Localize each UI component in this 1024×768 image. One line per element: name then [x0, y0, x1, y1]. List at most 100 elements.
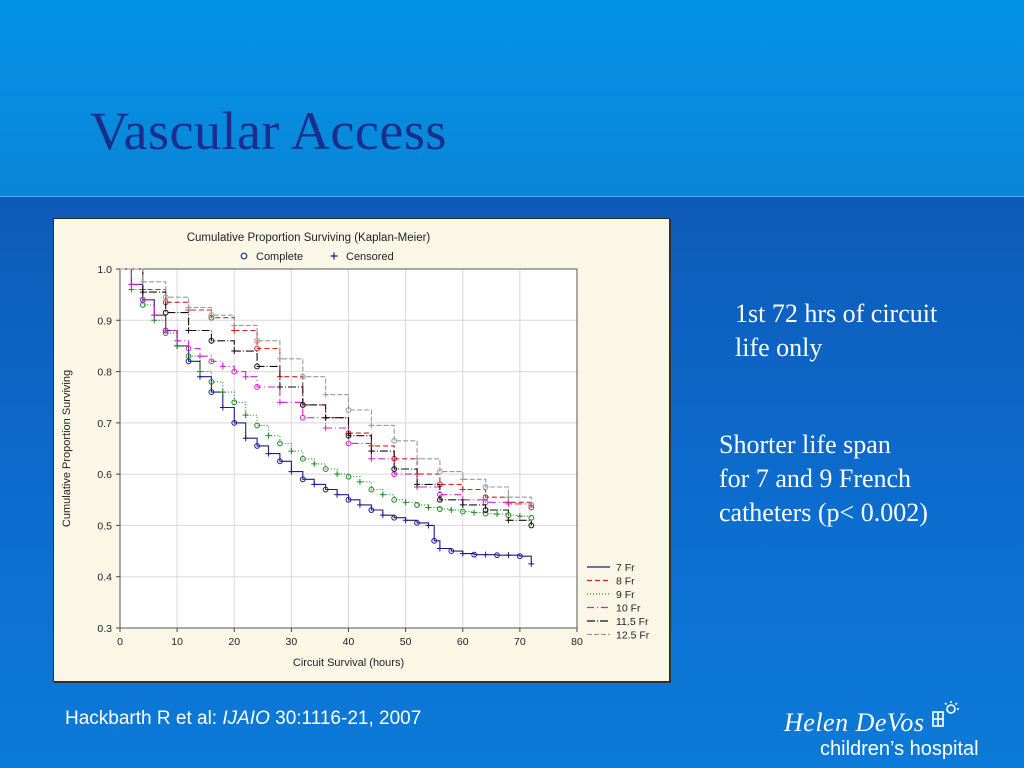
censored-marker: [128, 281, 135, 288]
y-tick-label: 1.0: [97, 264, 112, 276]
y-axis-label: Cumulative Proportion Surviving: [61, 370, 73, 527]
censored-marker: [151, 312, 158, 319]
complete-marker: [299, 476, 306, 483]
legend-label: 12.5 Fr: [616, 630, 650, 642]
censored-marker: [414, 481, 421, 488]
note-circuit-life: 1st 72 hrs of circuit life only: [735, 297, 1015, 365]
y-tick-label: 0.4: [97, 572, 112, 584]
censored-marker: [242, 412, 249, 419]
censored-marker: [482, 551, 489, 558]
complete-marker: [516, 553, 523, 560]
censored-marker: [196, 368, 203, 375]
complete-marker: [471, 551, 478, 558]
logo-line2: children’s hospital: [820, 738, 979, 760]
censored-marker: [459, 486, 466, 493]
censored-marker: [185, 327, 192, 334]
citation-authors: Hackbarth R et al:: [65, 708, 223, 729]
legend-label: 9 Fr: [616, 589, 635, 601]
censored-marker: [242, 373, 249, 380]
complete-marker: [414, 519, 420, 526]
complete-marker: [528, 502, 535, 508]
y-tick-label: 0.5: [97, 520, 112, 532]
legend-label: 11.5 Fr: [616, 616, 649, 628]
legend-label: 7 Fr: [616, 562, 635, 574]
x-tick-label: 40: [343, 636, 355, 648]
censored-marker: [219, 363, 226, 370]
complete-marker: [322, 466, 329, 472]
censored-marker: [196, 373, 203, 380]
y-tick-label: 0.8: [97, 367, 112, 379]
censored-marker: [242, 435, 249, 442]
censored-marker: [471, 509, 478, 516]
censored-marker: [448, 507, 455, 514]
censored-marker: [334, 491, 341, 498]
censored-marker: [334, 471, 341, 478]
censored-marker: [379, 491, 386, 498]
complete-marker: [459, 508, 466, 515]
complete-marker: [391, 514, 398, 521]
note2-line2: for 7 and 9 French: [719, 463, 912, 493]
x-tick-label: 10: [171, 636, 183, 648]
hospital-logo: Helen DeVos children’s hospital: [784, 700, 1004, 764]
complete-marker: [254, 363, 261, 370]
complete-marker: [208, 389, 215, 395]
x-axis-label: Circuit Survival (hours): [293, 657, 404, 669]
complete-marker: [437, 506, 443, 512]
censored-marker: [151, 317, 158, 324]
censored-marker: [265, 450, 272, 457]
censored-marker: [185, 304, 192, 311]
km-chart-svg: 0 10 20 30 40 50 60 70 80 0.3 0.4 0.5 0.6 0.7 0.8 0.9 1.…: [61, 232, 650, 669]
complete-marker: [299, 402, 306, 408]
complete-marker: [299, 373, 306, 380]
complete-marker: [322, 486, 329, 493]
censored-marker: [505, 517, 512, 524]
censored-marker: [322, 391, 329, 398]
x-tick-label: 50: [400, 636, 412, 648]
censored-marker: [311, 460, 318, 467]
complete-marker: [482, 484, 489, 490]
complete-marker: [162, 294, 169, 301]
complete-marker: [162, 327, 169, 334]
complete-marker: [162, 309, 169, 316]
x-tick-label: 0: [117, 636, 123, 648]
complete-marker: [208, 378, 215, 385]
censored-marker: [219, 389, 226, 396]
complete-marker: [277, 458, 283, 465]
note1-line2: life only: [735, 332, 823, 362]
y-tick-label: 0.7: [97, 418, 112, 430]
complete-marker: [368, 507, 375, 513]
censored-marker: [196, 353, 203, 360]
censored-marker: [425, 522, 432, 529]
censored-marker: [414, 455, 421, 462]
series-line: [120, 268, 532, 505]
complete-marker: [431, 537, 438, 544]
censored-marker: [288, 448, 295, 455]
note2-line1: Shorter life span: [719, 430, 891, 459]
censored-marker: [231, 322, 238, 329]
censored-marker: [402, 499, 409, 506]
censored-marker: [516, 513, 523, 520]
complete-marker: [208, 312, 215, 319]
censored-marker: [379, 512, 386, 519]
censored-marker: [219, 404, 226, 411]
complete-marker: [254, 443, 261, 449]
censored-marker: [368, 422, 375, 429]
censored-marker: [265, 432, 272, 439]
censored-marker: [276, 383, 283, 390]
complete-marker: [254, 422, 261, 429]
censored-marker: [174, 342, 181, 349]
censored-marker: [322, 424, 329, 431]
citation-journal: IJAIO: [222, 708, 270, 729]
censored-marker: [174, 337, 181, 344]
censored-marker: [368, 455, 375, 462]
complete-marker: [231, 399, 238, 406]
complete-marker: [391, 496, 398, 503]
x-tick-label: 80: [571, 636, 583, 648]
complete-marker: [482, 507, 489, 513]
slide-title: Vascular Access: [90, 101, 447, 161]
complete-marker: [231, 419, 238, 426]
censored-marker: [356, 478, 363, 485]
censored-marker: [494, 511, 501, 518]
complete-marker: [277, 440, 283, 447]
censored-marker: [368, 448, 375, 455]
